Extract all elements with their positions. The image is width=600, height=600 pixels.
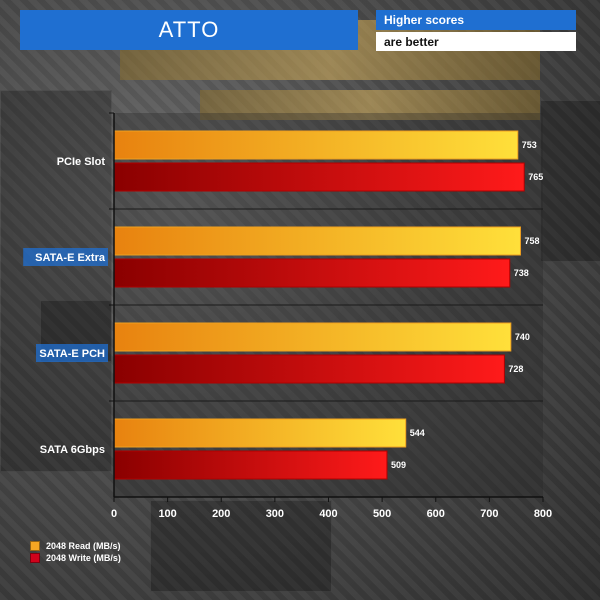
legend-swatch-read [30,541,40,551]
value-label-write: 738 [514,268,529,278]
bar-read [113,226,521,256]
x-tick-label: 200 [212,508,230,520]
category-highlight [23,248,109,266]
legend-label-read: 2048 Read (MB/s) [46,541,121,551]
value-label-read: 740 [515,332,530,342]
x-tick-label: 300 [266,508,284,520]
category-label: SATA 6Gbps [40,444,105,456]
value-label-write: 509 [391,460,406,470]
legend: 2048 Read (MB/s) 2048 Write (MB/s) [30,540,121,564]
x-tick-label: 0 [111,508,117,520]
legend-item-read: 2048 Read (MB/s) [30,540,121,552]
bar-write [113,450,388,480]
chart-title: ATTO [20,10,358,50]
category-label: SATA-E PCH [39,348,105,360]
note-are-better: are better [376,32,576,51]
x-tick-label: 700 [480,508,498,520]
x-tick-label: 500 [373,508,391,520]
value-label-read: 758 [524,236,539,246]
bar-write [113,258,511,288]
category-label: SATA-E Extra [35,252,106,264]
x-tick-label: 400 [319,508,337,520]
value-label-read: 544 [410,428,425,438]
note-higher-scores: Higher scores [376,10,576,30]
x-tick-label: 800 [534,508,552,520]
bar-write [113,162,525,192]
legend-label-write: 2048 Write (MB/s) [46,553,121,563]
value-label-write: 728 [508,364,523,374]
x-tick-label: 100 [158,508,176,520]
value-label-read: 753 [522,140,537,150]
value-label-write: 765 [528,172,543,182]
bar-read [113,322,512,352]
bar-read [113,418,407,448]
legend-swatch-write [30,553,40,563]
legend-item-write: 2048 Write (MB/s) [30,552,121,564]
category-label: PCIe Slot [57,156,106,168]
bar-read [113,130,519,160]
bar-write [113,354,505,384]
category-highlight [36,344,108,362]
x-tick-label: 600 [427,508,445,520]
